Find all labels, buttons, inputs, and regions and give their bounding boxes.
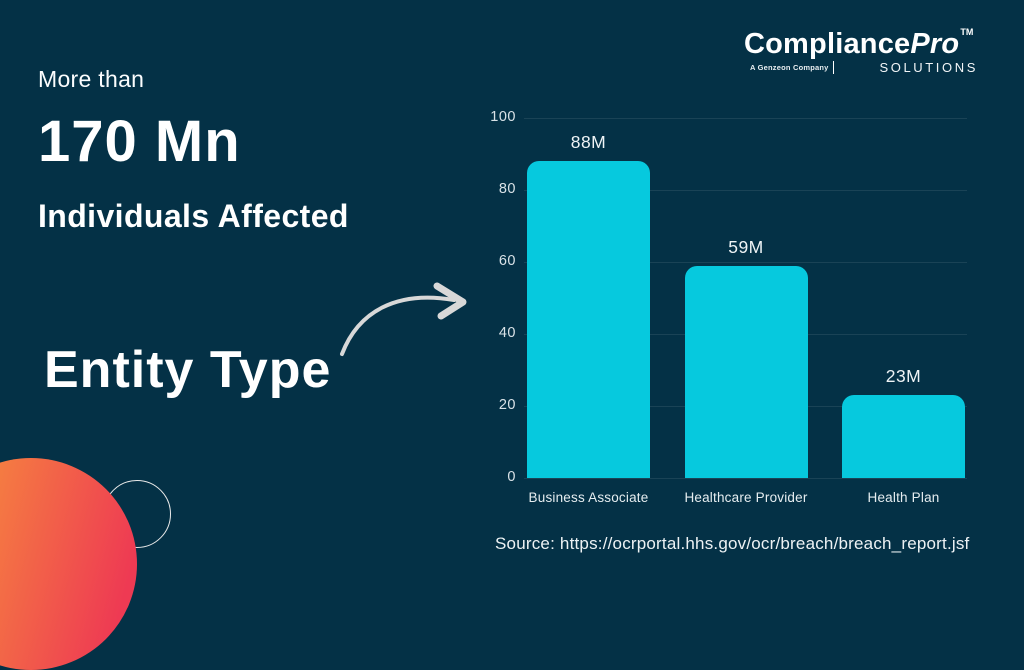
x-category-label: Healthcare Provider xyxy=(684,490,808,505)
trademark-symbol: TM xyxy=(960,27,974,37)
bar-health-plan xyxy=(842,395,965,478)
plot-area: 0 20 40 60 80 100 88M Business Associate 59M Heal… xyxy=(490,109,967,505)
bar-healthcare-provider xyxy=(684,265,808,478)
y-tick-label: 40 xyxy=(498,325,516,341)
gridline xyxy=(524,117,967,119)
headline-block: More than 170 Mn Individuals Affected xyxy=(38,66,349,235)
y-tick-label: 0 xyxy=(507,469,516,485)
compliancepro-logo: ComplianceProTM A Genzeon Company SOLUTI… xyxy=(744,27,980,76)
gridline xyxy=(524,261,967,263)
source-citation: Source: https://ocrportal.hhs.gov/ocr/br… xyxy=(495,534,970,553)
logo-brand-main: Compliance xyxy=(744,28,911,60)
logo-brand: ComplianceProTM xyxy=(744,27,980,60)
infographic-canvas: { "logo": { "brand_main": "Compliance", … xyxy=(0,27,995,670)
y-tick-label: 20 xyxy=(498,397,516,413)
y-tick-label: 80 xyxy=(498,181,516,197)
x-category-label: Business Associate xyxy=(528,490,649,505)
x-category-label: Health Plan xyxy=(867,490,940,505)
headline-pre: More than xyxy=(38,66,145,92)
logo-subline: A Genzeon Company SOLUTIONS xyxy=(744,60,980,75)
y-tick-label: 100 xyxy=(490,109,516,125)
logo-tagline: A Genzeon Company xyxy=(750,63,829,72)
gridline xyxy=(524,477,967,479)
bar-value-label: 59M xyxy=(728,236,764,257)
curved-arrow-icon xyxy=(340,282,467,356)
bar-value-label: 23M xyxy=(885,366,922,387)
logo-brand-pro: Pro xyxy=(910,28,960,60)
bar-value-label: 88M xyxy=(570,132,607,153)
entity-type-bar-chart: 0 20 40 60 80 100 88M Business Associate 59M Heal… xyxy=(450,109,995,514)
logo-divider xyxy=(832,61,835,74)
headline-number: 170 Mn xyxy=(38,109,241,174)
headline-post: Individuals Affected xyxy=(38,198,349,234)
entity-type-label: Entity Type xyxy=(44,341,332,399)
logo-solutions: SOLUTIONS xyxy=(879,60,978,75)
gridline xyxy=(524,189,967,191)
y-tick-label: 60 xyxy=(498,253,516,269)
bar-business-associate xyxy=(527,161,650,478)
